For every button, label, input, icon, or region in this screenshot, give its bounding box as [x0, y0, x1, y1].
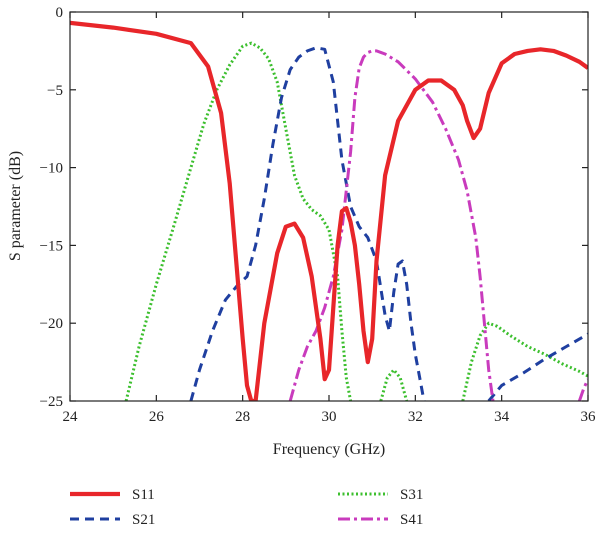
y-tick-label: −25: [40, 394, 63, 410]
legend-label-s21: S21: [132, 512, 155, 528]
tick-layer: 24 26 28 30 32 34 36 0 −5 −10 −15 −20 −25: [40, 5, 596, 425]
x-tick-label: 32: [408, 409, 423, 425]
x-tick-label: 34: [494, 409, 510, 425]
x-tick-label: 26: [149, 409, 165, 425]
y-tick-label: −10: [40, 161, 63, 177]
series-line-s11-segment-0: [70, 20, 588, 401]
series-line-s21-segment-1: [189, 46, 426, 401]
series-line-s21-segment-2: [487, 332, 588, 401]
x-tick-label: 28: [235, 409, 250, 425]
x-tick-label: 30: [322, 409, 337, 425]
plot-area: [70, 12, 588, 401]
legend-label-s31: S31: [400, 487, 423, 503]
x-axis-label: Frequency (GHz): [273, 441, 385, 458]
y-tick-label: −5: [47, 83, 63, 99]
legend: S11 S21 S31 S41: [70, 487, 423, 528]
series-line-s31-segment-3: [124, 41, 353, 401]
legend-label-s11: S11: [132, 487, 155, 503]
x-tick-label: 24: [63, 409, 79, 425]
series-line-s41-segment-6: [288, 49, 495, 401]
x-tick-label: 36: [581, 409, 597, 425]
y-tick-label: −20: [40, 316, 63, 332]
legend-label-s41: S41: [400, 512, 423, 528]
y-tick-label: −15: [40, 238, 63, 254]
series-line-s41-segment-7: [577, 378, 588, 401]
series-layer: [70, 20, 588, 401]
y-tick-label: 0: [56, 5, 64, 21]
y-axis-label: S parameter (dB): [7, 151, 24, 261]
